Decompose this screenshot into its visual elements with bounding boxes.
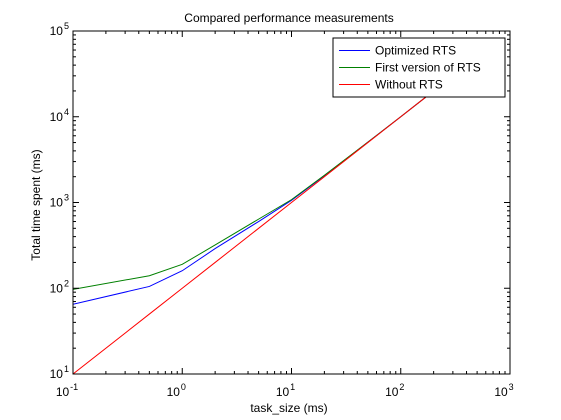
y-tick-label: 103 — [50, 193, 69, 210]
legend-label-2: First version of RTS — [375, 61, 481, 75]
series-lines — [73, 90, 434, 374]
y-tick-label: 102 — [50, 278, 69, 295]
y-tick-label: 101 — [50, 364, 69, 381]
legend-label-3: Without RTS — [375, 78, 443, 92]
x-tick-label: 10-1 — [56, 382, 78, 399]
legend: Optimized RTS First version of RTS Without… — [332, 37, 506, 98]
legend-label-1: Optimized RTS — [375, 44, 456, 58]
x-axis-label: task_size (ms) — [250, 401, 327, 415]
x-tick-label: 102 — [385, 382, 404, 399]
series-line-3 — [73, 90, 434, 374]
x-tick-label: 100 — [167, 382, 186, 399]
chart-title: Compared performance measurements — [184, 11, 393, 25]
x-tick-label: 101 — [276, 382, 295, 399]
x-ticks: 10-1 100 101 102 103 — [56, 31, 514, 399]
y-tick-label: 104 — [50, 107, 69, 124]
x-tick-label: 103 — [494, 382, 513, 399]
y-axis-label: Total time spent (ms) — [29, 149, 43, 260]
y-tick-label: 105 — [50, 21, 69, 38]
y-ticks: 101 102 103 104 105 — [50, 21, 510, 381]
